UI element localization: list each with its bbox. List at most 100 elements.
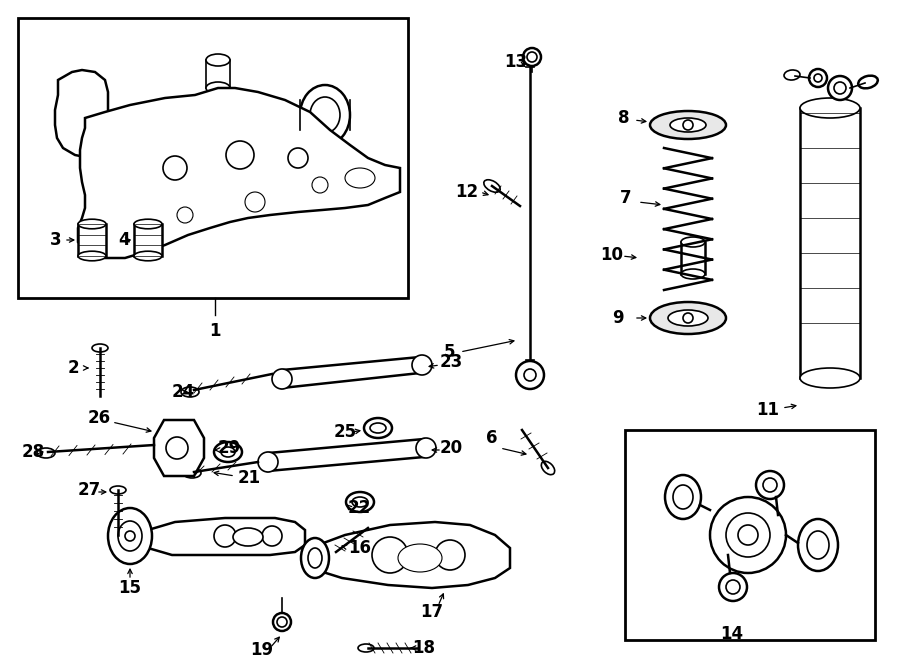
Ellipse shape: [681, 237, 705, 247]
Circle shape: [214, 525, 236, 547]
Ellipse shape: [798, 519, 838, 571]
Circle shape: [372, 537, 408, 573]
Text: 8: 8: [618, 109, 629, 127]
Text: 2: 2: [68, 359, 79, 377]
Bar: [625, 430, 875, 640]
Circle shape: [726, 513, 770, 557]
Circle shape: [177, 207, 193, 223]
Bar: [18, 18, 408, 298]
Text: 21: 21: [238, 469, 261, 487]
Circle shape: [163, 156, 187, 180]
Ellipse shape: [308, 548, 322, 568]
Circle shape: [726, 580, 740, 594]
Ellipse shape: [214, 442, 242, 462]
Text: 1: 1: [209, 322, 220, 340]
Ellipse shape: [668, 310, 708, 326]
Ellipse shape: [300, 85, 350, 145]
Text: 26: 26: [88, 409, 111, 427]
Polygon shape: [268, 439, 432, 471]
Ellipse shape: [352, 497, 368, 507]
Ellipse shape: [358, 644, 374, 652]
Circle shape: [272, 369, 292, 389]
Text: 9: 9: [612, 309, 624, 327]
Ellipse shape: [233, 528, 263, 546]
Text: 4: 4: [118, 231, 130, 249]
Ellipse shape: [181, 387, 199, 397]
Circle shape: [277, 617, 287, 627]
Ellipse shape: [784, 70, 800, 80]
Ellipse shape: [78, 219, 106, 229]
Circle shape: [412, 355, 432, 375]
Polygon shape: [310, 522, 510, 588]
Text: 18: 18: [412, 639, 435, 657]
Polygon shape: [55, 70, 120, 158]
Ellipse shape: [670, 118, 706, 132]
Text: 28: 28: [22, 443, 45, 461]
Ellipse shape: [134, 251, 162, 261]
Bar: [206, 60, 230, 88]
Ellipse shape: [134, 219, 162, 229]
Text: 5: 5: [444, 343, 455, 361]
Ellipse shape: [650, 302, 726, 334]
Circle shape: [710, 497, 786, 573]
Ellipse shape: [859, 75, 877, 88]
Text: 24: 24: [172, 383, 195, 401]
Polygon shape: [78, 88, 400, 258]
Circle shape: [809, 69, 827, 87]
Bar: [78, 224, 106, 256]
Ellipse shape: [310, 97, 340, 133]
Text: 20: 20: [440, 439, 464, 457]
Ellipse shape: [800, 98, 860, 118]
Ellipse shape: [78, 251, 106, 261]
Ellipse shape: [665, 475, 701, 519]
Circle shape: [166, 437, 188, 459]
Circle shape: [719, 573, 747, 601]
Ellipse shape: [673, 485, 693, 509]
Text: 13: 13: [504, 53, 527, 71]
Circle shape: [516, 361, 544, 389]
Circle shape: [756, 471, 784, 499]
Circle shape: [527, 52, 537, 62]
Ellipse shape: [92, 344, 108, 352]
Circle shape: [683, 313, 693, 323]
Circle shape: [435, 540, 465, 570]
Bar: [681, 242, 705, 274]
Text: 6: 6: [486, 429, 498, 447]
Circle shape: [258, 452, 278, 472]
Circle shape: [312, 177, 328, 193]
Text: 11: 11: [757, 401, 779, 419]
Text: 29: 29: [218, 439, 241, 457]
Bar: [134, 224, 162, 256]
Circle shape: [416, 438, 436, 458]
Circle shape: [125, 531, 135, 541]
Ellipse shape: [118, 521, 142, 551]
Ellipse shape: [37, 448, 55, 458]
Circle shape: [738, 525, 758, 545]
Ellipse shape: [345, 168, 375, 188]
Ellipse shape: [650, 111, 726, 139]
Circle shape: [828, 76, 852, 100]
Circle shape: [524, 369, 536, 381]
Ellipse shape: [206, 82, 230, 94]
Text: 17: 17: [420, 603, 444, 621]
Circle shape: [523, 48, 541, 66]
Circle shape: [683, 120, 693, 130]
Text: 25: 25: [334, 423, 357, 441]
Ellipse shape: [807, 531, 829, 559]
Ellipse shape: [681, 269, 705, 279]
Ellipse shape: [370, 423, 386, 433]
Bar: [800, 108, 860, 378]
Text: 16: 16: [348, 539, 371, 557]
Ellipse shape: [484, 180, 500, 192]
Text: 22: 22: [348, 499, 371, 517]
Ellipse shape: [541, 461, 554, 475]
Text: 14: 14: [720, 625, 743, 643]
Ellipse shape: [324, 548, 340, 562]
Text: 23: 23: [440, 353, 464, 371]
Circle shape: [245, 192, 265, 212]
Circle shape: [834, 82, 846, 94]
Ellipse shape: [301, 538, 329, 578]
Ellipse shape: [206, 54, 230, 66]
Polygon shape: [282, 357, 430, 388]
Text: 27: 27: [78, 481, 101, 499]
